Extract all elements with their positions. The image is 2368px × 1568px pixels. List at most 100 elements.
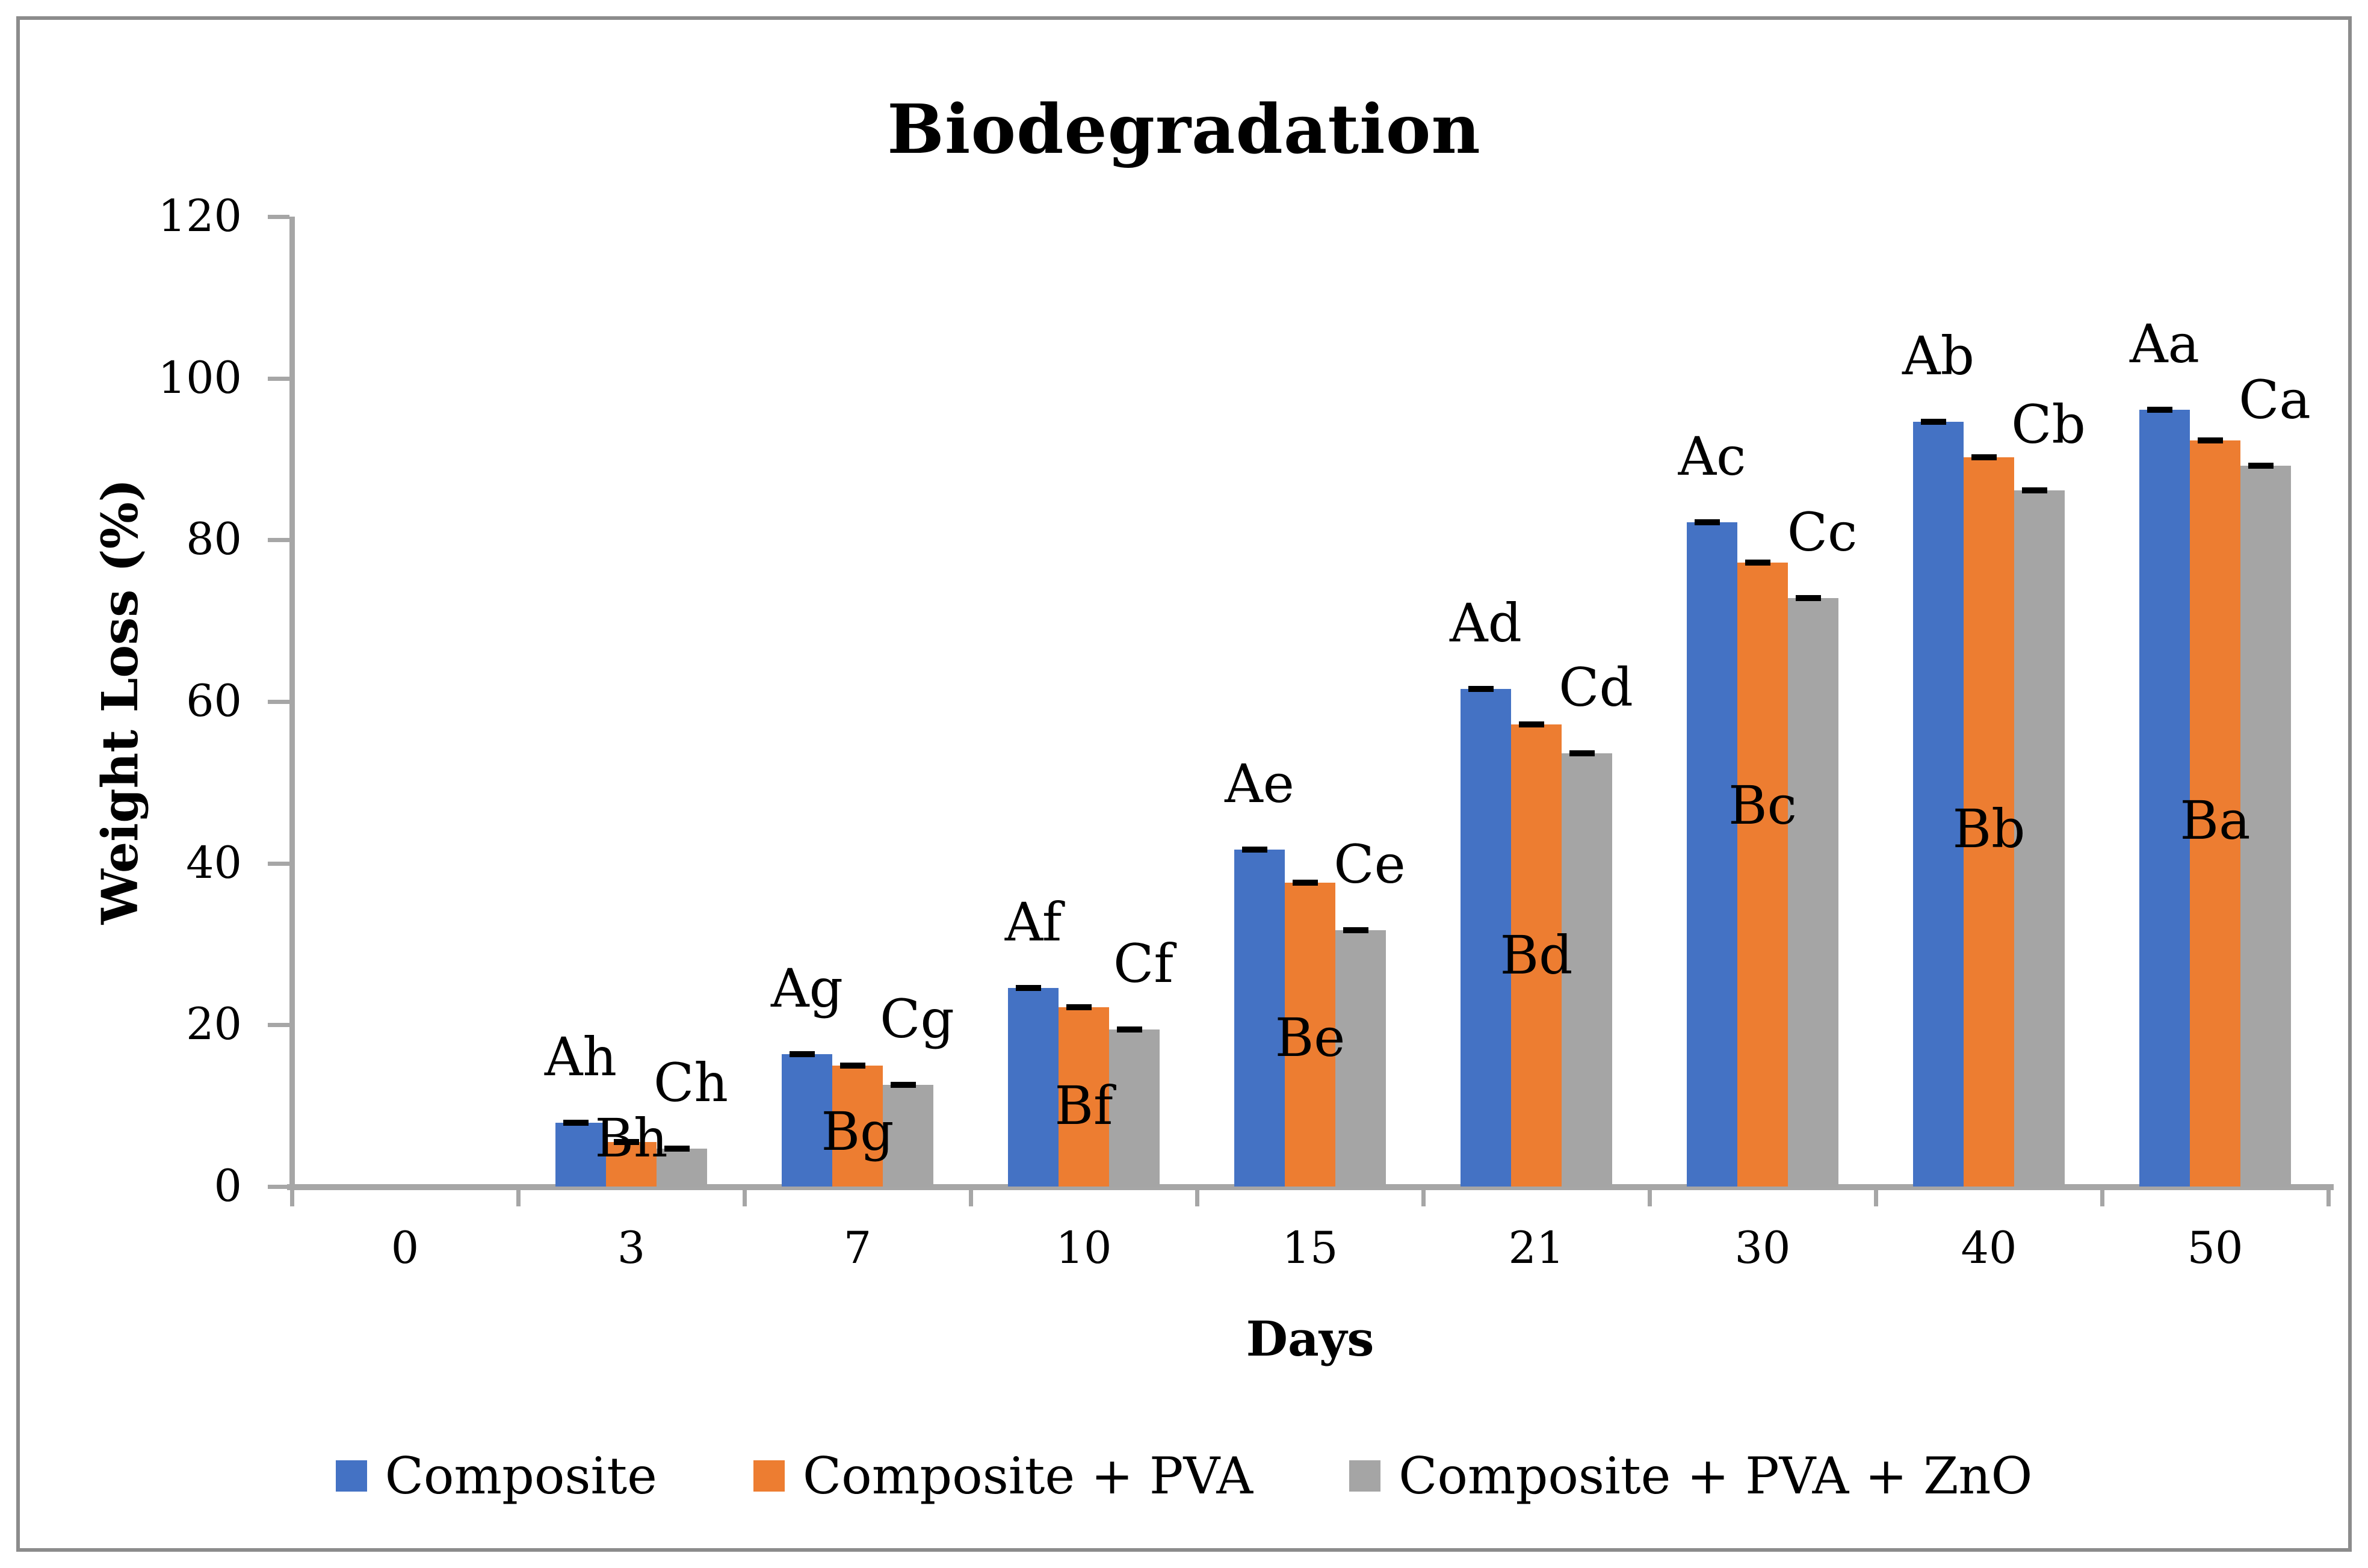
annotation-label: Ce — [1334, 833, 1406, 896]
x-tick — [1874, 1190, 1878, 1206]
x-category-label: 40 — [1961, 1223, 2017, 1274]
bar-composite-pva-zno-day21 — [1562, 753, 1612, 1187]
bar-composite-pva-day50 — [2190, 440, 2240, 1187]
x-axis-title: Days — [1246, 1310, 1374, 1367]
x-category-label: 7 — [843, 1223, 872, 1274]
x-category-label: 10 — [1056, 1223, 1112, 1274]
error-bar-cap — [1016, 984, 1041, 991]
y-tick-label: 100 — [158, 352, 242, 404]
annotation-label: Bh — [595, 1107, 668, 1170]
error-bar-cap — [2248, 462, 2274, 469]
x-tick — [1648, 1190, 1652, 1206]
annotation-label: Bg — [821, 1100, 894, 1163]
error-bar-cap — [2198, 437, 2223, 444]
legend: Composite Composite + PVA Composite + PVA … — [0, 1443, 2368, 1509]
y-tick — [268, 376, 289, 381]
x-category-label: 21 — [1508, 1223, 1565, 1274]
annotation-label: Af — [1004, 890, 1062, 953]
y-tick — [268, 861, 289, 866]
annotation-label: Cd — [1559, 656, 1633, 718]
error-bar-cap — [1343, 927, 1368, 934]
annotation-label: Cb — [2011, 394, 2086, 456]
x-tick — [969, 1190, 973, 1206]
x-tick — [2326, 1190, 2331, 1206]
bar-composite-pva-day15 — [1285, 882, 1335, 1187]
legend-label: Composite + PVA — [802, 1446, 1254, 1505]
bar-composite-day15 — [1234, 849, 1285, 1187]
error-bar-cap — [1971, 454, 1997, 461]
error-bar-cap — [1921, 419, 1946, 425]
bar-composite-day7 — [782, 1054, 832, 1187]
x-tick — [516, 1190, 521, 1206]
legend-marker-icon — [753, 1460, 785, 1492]
x-category-label: 30 — [1734, 1223, 1791, 1274]
annotation-label: Cg — [880, 987, 954, 1050]
y-tick — [268, 1185, 289, 1189]
y-tick-label: 20 — [186, 999, 242, 1051]
error-bar-cap — [790, 1051, 815, 1057]
annotation-label: Ch — [653, 1051, 728, 1114]
error-bar-cap — [891, 1081, 916, 1088]
error-bar-cap — [1066, 1004, 1092, 1010]
annotation-label: Bf — [1054, 1074, 1113, 1137]
x-category-label: 0 — [391, 1223, 419, 1274]
x-category-label: 3 — [617, 1223, 646, 1274]
bar-composite-pva-zno-day15 — [1335, 930, 1386, 1187]
bar-composite-pva-day40 — [1964, 457, 2014, 1187]
bar-composite-day40 — [1913, 422, 1964, 1187]
bar-composite-day3 — [555, 1122, 606, 1187]
chart-title: Biodegradation — [887, 90, 1481, 169]
y-tick-label: 120 — [158, 191, 242, 242]
x-axis-line — [287, 1184, 2334, 1190]
error-bar-cap — [1745, 559, 1770, 566]
legend-item: Composite — [335, 1446, 657, 1505]
annotation-label: Bb — [1952, 798, 2026, 860]
x-tick — [1421, 1190, 1426, 1206]
annotation-label: Cf — [1113, 933, 1173, 995]
y-tick-label: 40 — [186, 837, 242, 889]
annotation-label: Ba — [2180, 789, 2251, 852]
bar-composite-pva-day3 — [606, 1142, 657, 1187]
error-bar-cap — [1796, 595, 1821, 602]
annotation-label: Bc — [1728, 774, 1797, 837]
annotation-label: Ag — [771, 957, 843, 1019]
chart-border — [16, 16, 2352, 1552]
error-bar-cap — [563, 1119, 589, 1126]
error-bar-cap — [2022, 487, 2047, 494]
error-bar-cap — [1695, 519, 1720, 525]
error-bar-cap — [1117, 1026, 1142, 1033]
bar-composite-pva-zno-day7 — [883, 1084, 933, 1187]
bar-composite-day30 — [1687, 522, 1737, 1187]
annotation-label: Cc — [1787, 501, 1858, 564]
annotation-label: Ah — [544, 1025, 617, 1088]
bar-composite-day10 — [1008, 987, 1059, 1187]
bar-composite-pva-zno-day40 — [2014, 490, 2065, 1187]
y-tick-label: 80 — [186, 514, 242, 566]
legend-marker-icon — [1349, 1460, 1381, 1492]
error-bar-cap — [1569, 750, 1595, 756]
error-bar-cap — [1242, 846, 1267, 853]
y-tick — [268, 215, 289, 219]
bar-composite-pva-zno-day50 — [2240, 465, 2291, 1187]
x-tick — [743, 1190, 747, 1206]
annotation-label: Ab — [1902, 325, 1974, 387]
bar-composite-pva-day10 — [1059, 1007, 1109, 1187]
annotation-label: Ae — [1225, 752, 1294, 815]
y-tick-label: 0 — [214, 1161, 242, 1212]
error-bar-cap — [614, 1139, 639, 1146]
legend-label: Composite + PVA + ZnO — [1399, 1446, 2033, 1505]
bar-composite-pva-zno-day3 — [657, 1148, 707, 1187]
annotation-label: Ad — [1450, 591, 1522, 654]
y-axis-line — [289, 217, 295, 1190]
x-tick — [1195, 1190, 1199, 1206]
legend-label: Composite — [385, 1446, 657, 1505]
x-tick — [290, 1190, 294, 1206]
error-bar-cap — [1468, 685, 1494, 692]
y-tick-label: 60 — [186, 676, 242, 727]
annotation-label: Be — [1275, 1006, 1346, 1069]
annotation-label: Ac — [1678, 425, 1746, 487]
legend-item: Composite + PVA — [753, 1446, 1253, 1505]
legend-item: Composite + PVA + ZnO — [1349, 1446, 2032, 1505]
error-bar-cap — [1519, 721, 1544, 727]
